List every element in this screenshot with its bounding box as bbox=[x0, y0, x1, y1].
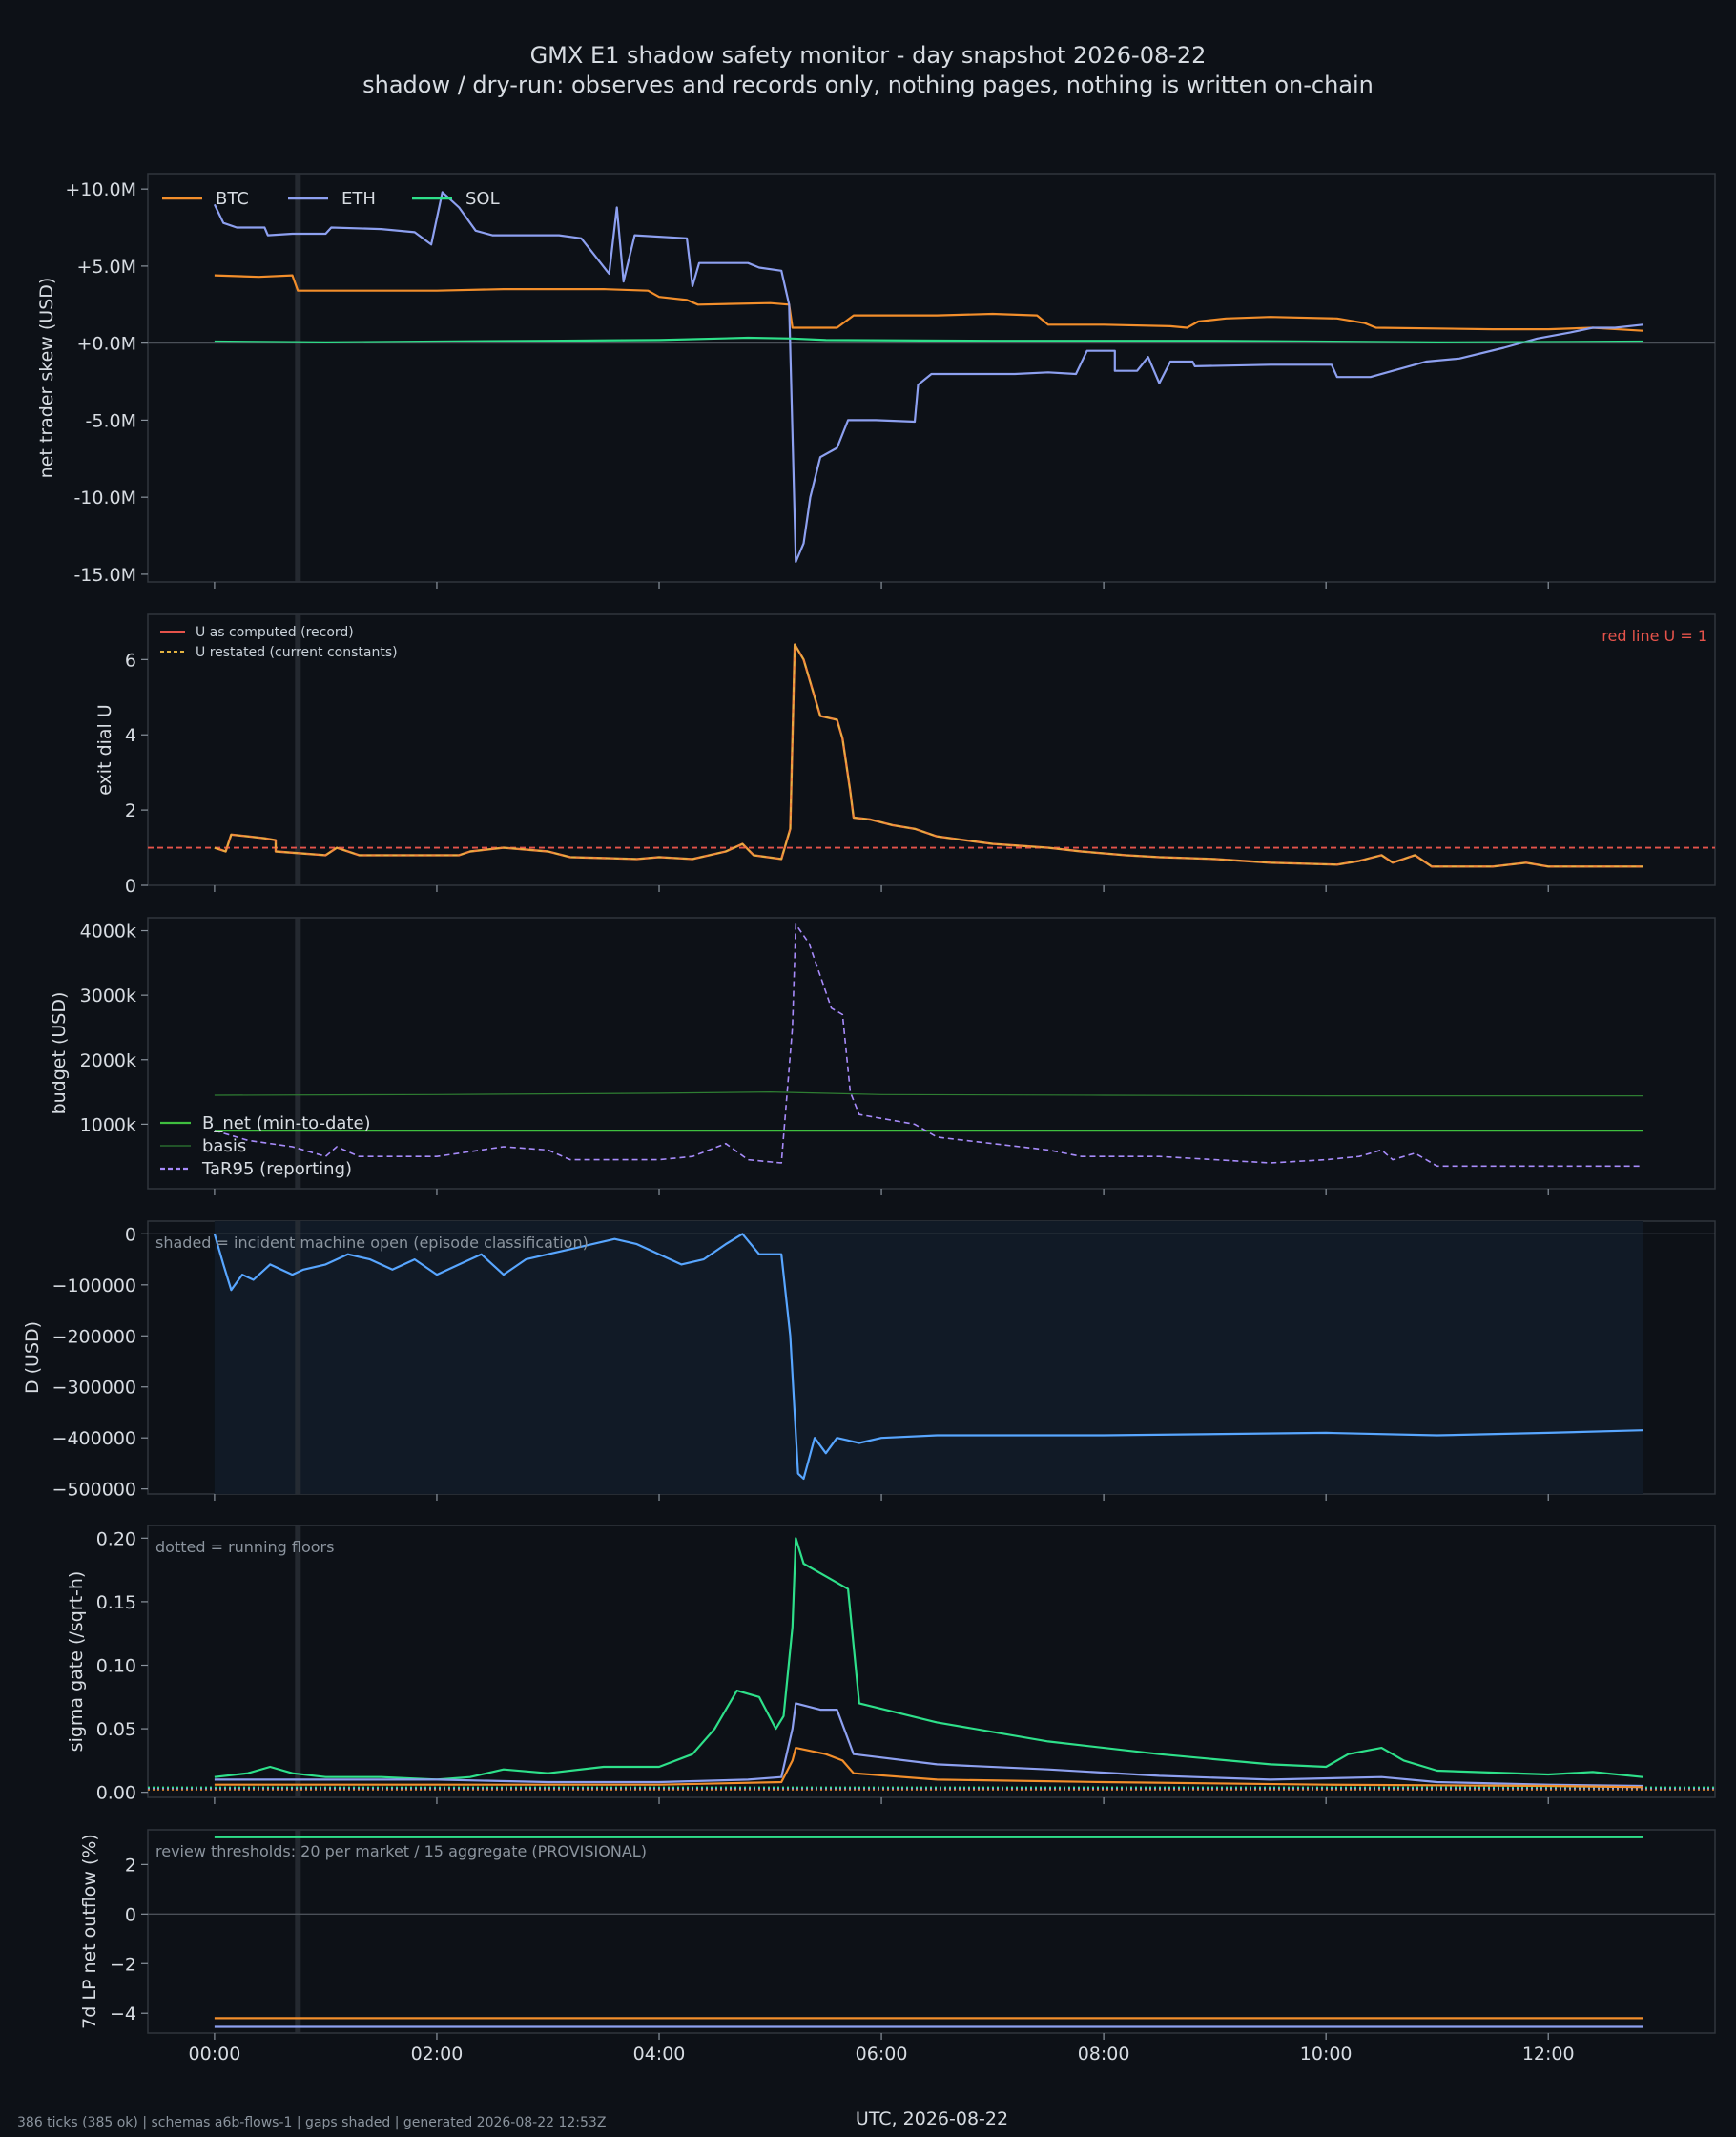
x-tick-label: 04:00 bbox=[633, 2044, 686, 2064]
gap-shaded-band bbox=[295, 1830, 301, 2033]
y-tick-label: −2 bbox=[110, 1954, 136, 1975]
gap-shaded-band bbox=[295, 1221, 301, 1494]
y-tick-label: -5.0M bbox=[86, 410, 136, 431]
y-axis-label: D (USD) bbox=[22, 1321, 43, 1394]
y-tick-label: 0.05 bbox=[96, 1719, 136, 1740]
gap-shaded-band bbox=[295, 918, 301, 1189]
y-axis-label: exit dial U bbox=[94, 704, 115, 796]
y-tick-label: 1000k bbox=[80, 1114, 136, 1135]
legend-label: basis bbox=[202, 1136, 246, 1156]
y-tick-label: 0.20 bbox=[96, 1528, 136, 1549]
y-tick-label: −300000 bbox=[52, 1378, 136, 1399]
legend-label: TaR95 (reporting) bbox=[201, 1159, 352, 1179]
red-line-annotation: red line U = 1 bbox=[1602, 627, 1707, 645]
y-axis-label: 7d LP net outflow (%) bbox=[79, 1834, 100, 2029]
y-tick-label: 6 bbox=[125, 650, 136, 671]
gap-shaded-band bbox=[295, 174, 301, 582]
y-tick-label: +0.0M bbox=[76, 334, 136, 355]
legend-label: ETH bbox=[341, 189, 376, 209]
series-line-u-restated-current-constants- bbox=[214, 643, 1643, 867]
y-tick-label: −4 bbox=[110, 2003, 136, 2024]
y-tick-label: 2 bbox=[125, 800, 136, 821]
y-tick-label: 0.15 bbox=[96, 1592, 136, 1613]
y-tick-label: 4000k bbox=[80, 922, 136, 943]
y-tick-label: 2 bbox=[125, 1855, 136, 1876]
series-line-sol bbox=[214, 336, 1643, 343]
y-tick-label: −100000 bbox=[52, 1276, 136, 1297]
y-tick-label: -10.0M bbox=[73, 488, 136, 508]
legend-label: SOL bbox=[465, 189, 500, 209]
x-tick-label: 10:00 bbox=[1300, 2044, 1353, 2064]
panel-frame bbox=[147, 917, 1716, 1190]
panel-frame bbox=[147, 173, 1716, 583]
x-tick-label: 06:00 bbox=[856, 2044, 908, 2064]
chart-subtitle: shadow / dry-run: observes and records o… bbox=[362, 72, 1374, 98]
panel-3: 4000k 3000k 2000k 1000k budget (USD) B_net (m… bbox=[49, 917, 1716, 1195]
panel-frame bbox=[147, 1829, 1716, 2034]
panel-annotation: dotted = running floors bbox=[155, 1538, 334, 1556]
y-axis-label: sigma gate (/sqrt-h) bbox=[66, 1571, 87, 1753]
y-tick-label: 0 bbox=[125, 1904, 136, 1925]
y-tick-label: -15.0M bbox=[73, 565, 136, 586]
x-tick-label: 08:00 bbox=[1078, 2044, 1130, 2064]
panel-5: 0.20 0.15 0.10 0.05 0.00 sigma gate (/sqrt-h)… bbox=[66, 1525, 1716, 1804]
y-tick-label: +10.0M bbox=[65, 179, 136, 200]
y-tick-label: 0 bbox=[125, 1224, 136, 1245]
series-line-tar95-reporting- bbox=[214, 923, 1643, 1168]
series-line-eth bbox=[213, 191, 1643, 564]
legend-label: B_net (min-to-date) bbox=[202, 1113, 371, 1133]
y-tick-label: 2000k bbox=[80, 1050, 136, 1071]
series-line-d bbox=[213, 1233, 1643, 1481]
y-tick-label: +5.0M bbox=[76, 257, 136, 278]
gap-shaded-band bbox=[295, 1525, 301, 1797]
panel-1: +10.0M +5.0M +0.0M -5.0M -10.0M -15.0M net tra… bbox=[36, 173, 1716, 589]
x-tick-label: 02:00 bbox=[411, 2044, 464, 2064]
y-tick-label: −400000 bbox=[52, 1428, 136, 1449]
panel-annotation: review thresholds: 20 per market / 15 ag… bbox=[155, 1842, 647, 1860]
panel-4: 0 −100000 −200000 −300000 −400000 −500000 D (U… bbox=[22, 1220, 1716, 1501]
panel-annotation: shaded = incident machine open (episode … bbox=[155, 1234, 589, 1252]
gap-shaded-band bbox=[295, 614, 301, 885]
series-line-btc bbox=[214, 1747, 1643, 1789]
y-axis-label: budget (USD) bbox=[49, 992, 70, 1115]
incident-shaded-region bbox=[214, 1221, 1643, 1494]
series-line-basis bbox=[214, 1091, 1643, 1097]
panel-6: 2 0 −2 −4 7d LP net outflow (%) review thresh… bbox=[79, 1829, 1716, 2040]
legend-label: U as computed (record) bbox=[196, 625, 354, 640]
series-line-btc bbox=[214, 274, 1643, 332]
x-tick-label: 12:00 bbox=[1522, 2044, 1575, 2064]
panel-frame bbox=[147, 613, 1716, 886]
legend-label: BTC bbox=[216, 189, 249, 209]
y-tick-label: 3000k bbox=[80, 986, 136, 1006]
panel-2: 6 4 2 0 exit dial U red line U = 1 U as comput… bbox=[94, 613, 1716, 897]
y-tick-label: −500000 bbox=[52, 1480, 136, 1501]
legend-label: U restated (current constants) bbox=[196, 645, 398, 660]
y-tick-label: 0.10 bbox=[96, 1655, 136, 1676]
panel-frame bbox=[147, 1525, 1716, 1798]
footer-text: 386 ticks (385 ok) | schemas a6b-flows-1… bbox=[17, 2115, 606, 2130]
y-tick-label: 0 bbox=[125, 876, 136, 897]
y-axis-label: net trader skew (USD) bbox=[36, 278, 57, 479]
y-tick-label: 4 bbox=[125, 725, 136, 746]
series-line-eth bbox=[214, 1702, 1643, 1788]
x-axis-label: UTC, 2026-08-22 bbox=[856, 2108, 1008, 2129]
chart-title: GMX E1 shadow safety monitor - day snaps… bbox=[530, 42, 1207, 69]
x-tick-label: 00:00 bbox=[189, 2044, 241, 2064]
y-tick-label: −200000 bbox=[52, 1326, 136, 1347]
y-tick-label: 0.00 bbox=[96, 1783, 136, 1804]
